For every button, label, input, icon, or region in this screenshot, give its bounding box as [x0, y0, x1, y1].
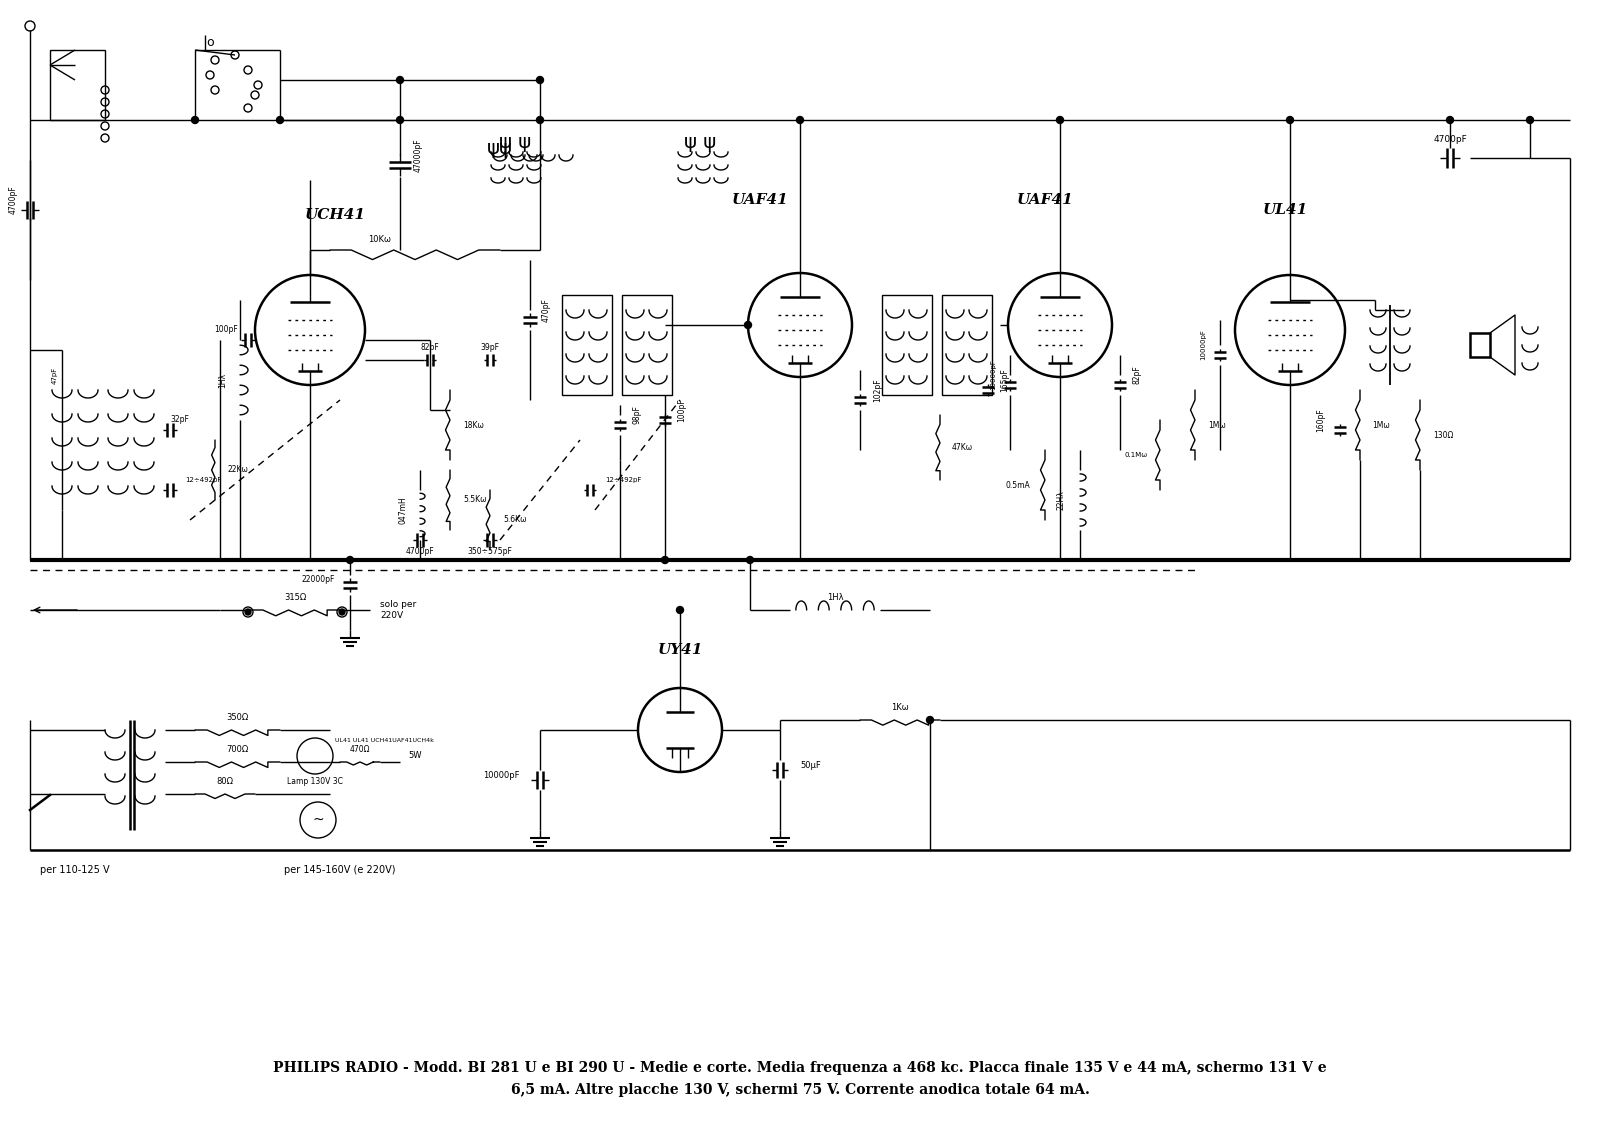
Text: 10000pF: 10000pF: [990, 360, 995, 390]
Text: ψ ψ: ψ ψ: [683, 132, 717, 152]
Text: ~: ~: [312, 813, 323, 827]
Text: 130Ω: 130Ω: [1434, 431, 1453, 440]
Circle shape: [192, 116, 198, 123]
Circle shape: [397, 77, 403, 84]
Text: 98pF: 98pF: [632, 406, 642, 424]
Text: 1Mω: 1Mω: [1373, 421, 1390, 430]
Text: 82pF: 82pF: [421, 344, 440, 353]
Text: 47000pF: 47000pF: [414, 138, 422, 172]
Text: 39pF: 39pF: [480, 344, 499, 353]
Text: 5W: 5W: [408, 751, 422, 760]
Text: 4700pF: 4700pF: [406, 547, 434, 556]
Text: 50μF: 50μF: [800, 760, 821, 769]
Text: o: o: [206, 35, 214, 49]
Text: 12÷492pF: 12÷492pF: [186, 477, 221, 483]
Text: PHILIPS RADIO - Modd. BI 281 U e BI 290 U - Medie e corte. Media frequenza a 468: PHILIPS RADIO - Modd. BI 281 U e BI 290 …: [274, 1061, 1326, 1074]
Bar: [1470, 333, 1490, 357]
Circle shape: [1286, 116, 1293, 123]
Text: 470Ω: 470Ω: [350, 745, 370, 754]
Text: UAF41: UAF41: [731, 193, 789, 207]
Text: 12÷492pF: 12÷492pF: [605, 477, 642, 483]
Text: 315Ω: 315Ω: [283, 594, 306, 603]
Text: 18Kω: 18Kω: [462, 421, 483, 430]
Text: 102pF: 102pF: [874, 378, 882, 402]
Circle shape: [277, 116, 283, 123]
Text: 10Kω: 10Kω: [368, 235, 392, 244]
Circle shape: [1526, 116, 1533, 123]
Bar: [50, 50, 106, 120]
Text: 165pF: 165pF: [1000, 368, 1010, 391]
Text: 100pF: 100pF: [214, 326, 238, 335]
Bar: [562, 295, 611, 395]
Circle shape: [245, 608, 251, 615]
Circle shape: [339, 608, 346, 615]
Text: 80Ω: 80Ω: [216, 777, 234, 786]
Text: ψ ψ: ψ ψ: [499, 132, 531, 152]
Text: 4700pF: 4700pF: [10, 185, 18, 215]
Text: 1Kω: 1Kω: [891, 703, 909, 713]
Bar: [942, 295, 992, 395]
Text: 4700pF: 4700pF: [1434, 136, 1467, 145]
Text: 32pF: 32pF: [171, 415, 189, 424]
Text: 22000pF: 22000pF: [302, 576, 334, 585]
Circle shape: [744, 321, 752, 328]
Text: UAF41: UAF41: [1016, 193, 1074, 207]
Text: 0.1Mω: 0.1Mω: [1125, 452, 1149, 458]
Text: 0.5mA: 0.5mA: [1005, 481, 1030, 490]
Text: 1Hλ: 1Hλ: [218, 372, 227, 388]
Text: 10000pF: 10000pF: [483, 770, 520, 779]
Circle shape: [1056, 116, 1064, 123]
Text: Lamp 130V 3C: Lamp 130V 3C: [286, 777, 342, 786]
Text: per 145-160V (e 220V): per 145-160V (e 220V): [285, 865, 395, 875]
Text: 6,5 mA. Altre placche 130 V, schermi 75 V. Corrente anodica totale 64 mA.: 6,5 mA. Altre placche 130 V, schermi 75 …: [510, 1083, 1090, 1097]
Text: per 110-125 V: per 110-125 V: [40, 865, 110, 875]
Text: 47pF: 47pF: [51, 366, 58, 383]
Text: 82pF: 82pF: [1133, 365, 1141, 385]
Text: UL41 UL41 UCH41UAF41UCH4k: UL41 UL41 UCH41UAF41UCH4k: [334, 737, 434, 742]
Circle shape: [661, 556, 669, 563]
Text: 5.6Kω: 5.6Kω: [502, 516, 526, 525]
Text: 22Kω: 22Kω: [229, 466, 250, 475]
Bar: [882, 295, 931, 395]
Text: 22Hλ: 22Hλ: [1058, 490, 1066, 510]
Text: 10000pF: 10000pF: [1200, 329, 1206, 361]
Text: UY41: UY41: [658, 644, 702, 657]
Text: 1Hλ: 1Hλ: [827, 594, 843, 603]
Text: ψψ: ψψ: [486, 138, 514, 157]
Text: 350÷575pF: 350÷575pF: [467, 547, 512, 556]
Circle shape: [536, 77, 544, 84]
Circle shape: [397, 116, 403, 123]
Circle shape: [347, 556, 354, 563]
Text: UL41: UL41: [1262, 202, 1307, 217]
Text: 100pF: 100pF: [677, 398, 686, 422]
Text: 700Ω: 700Ω: [226, 745, 248, 754]
Text: 1Mω: 1Mω: [1208, 421, 1226, 430]
Text: 47Kω: 47Kω: [952, 443, 973, 452]
Text: 5.5Kω: 5.5Kω: [462, 495, 486, 504]
Circle shape: [536, 116, 544, 123]
Text: UCH41: UCH41: [304, 208, 365, 222]
Circle shape: [677, 606, 683, 613]
Text: 047mH: 047mH: [398, 497, 406, 524]
Circle shape: [747, 556, 754, 563]
Circle shape: [797, 116, 803, 123]
Text: 470pF: 470pF: [542, 299, 550, 322]
Circle shape: [926, 717, 933, 724]
Text: 160pF: 160pF: [1315, 408, 1325, 432]
Text: 350Ω: 350Ω: [226, 714, 248, 723]
Circle shape: [1446, 116, 1453, 123]
Bar: [622, 295, 672, 395]
Text: solo per
220V: solo per 220V: [381, 601, 416, 620]
